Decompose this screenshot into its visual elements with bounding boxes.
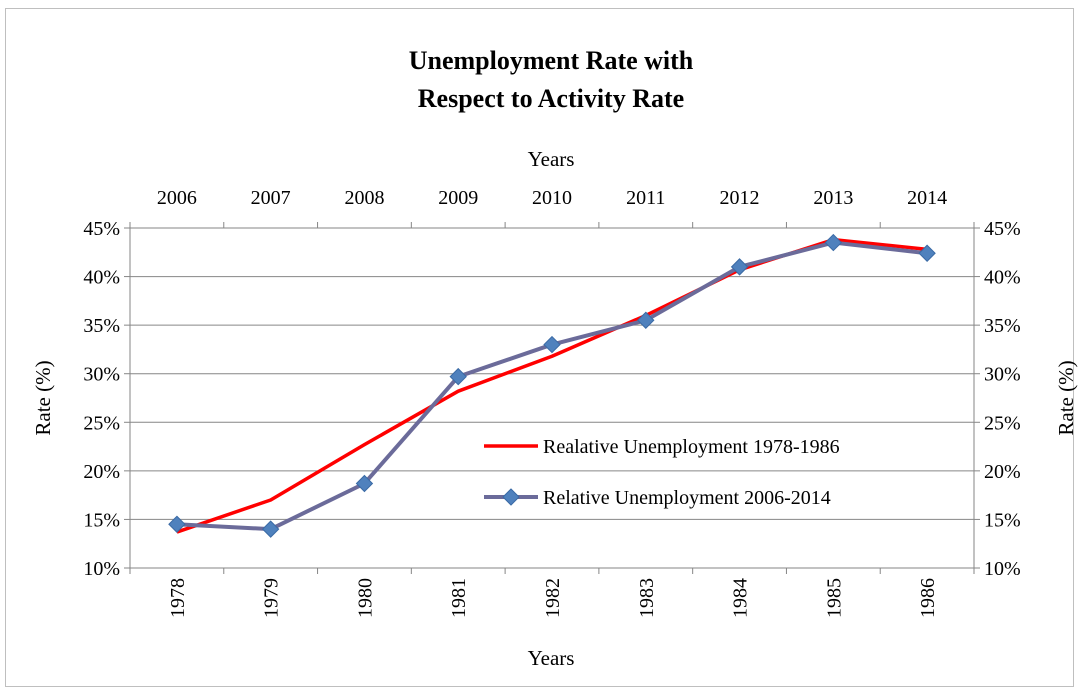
- top-x-tick-label: 2009: [438, 187, 478, 209]
- bottom-x-tick-label: 1979: [261, 578, 283, 618]
- legend-label-1: Realative Unemployment 1978-1986: [543, 436, 840, 458]
- bottom-x-tick-label: 1982: [542, 578, 564, 618]
- right-y-tick-label: 15%: [984, 509, 1021, 531]
- right-y-tick-label: 25%: [984, 412, 1021, 434]
- left-y-tick-label: 25%: [83, 412, 120, 434]
- right-y-tick-label: 20%: [984, 461, 1021, 483]
- left-y-tick-label: 40%: [83, 267, 120, 289]
- chart-title: Unemployment Rate with Respect to Activi…: [409, 46, 694, 113]
- right-y-tick-label: 30%: [984, 364, 1021, 386]
- tick-labels: 10% 10% 15% 15% 20% 20% 25% 25% 30% 30% 35% 35% 40% 4…: [83, 187, 1020, 618]
- top-x-tick-label: 2013: [813, 187, 853, 209]
- series: [168, 233, 936, 538]
- bottom-x-axis-title: Years: [528, 646, 575, 670]
- series-2-point: [918, 244, 936, 262]
- series-2-point: [637, 311, 655, 329]
- bottom-x-tick-label: 1984: [730, 578, 752, 618]
- series-2-point: [168, 515, 186, 533]
- left-y-tick-label: 35%: [83, 315, 120, 337]
- right-y-tick-label: 35%: [984, 315, 1021, 337]
- left-y-axis-title: Rate (%): [31, 360, 55, 435]
- series-2-point: [355, 474, 374, 493]
- right-y-tick-label: 40%: [984, 267, 1021, 289]
- top-x-tick-label: 2007: [251, 187, 291, 209]
- right-y-axis-title: Rate (%): [1054, 360, 1078, 435]
- top-x-tick-label: 2010: [532, 187, 572, 209]
- left-y-tick-label: 10%: [83, 558, 120, 580]
- left-y-tick-label: 30%: [83, 364, 120, 386]
- series-2-point: [449, 367, 467, 386]
- left-y-tick-label: 20%: [83, 461, 120, 483]
- bottom-x-tick-label: 1985: [823, 578, 845, 618]
- left-y-tick-label: 15%: [83, 509, 120, 531]
- top-x-tick-label: 2006: [157, 187, 197, 209]
- top-x-tick-label: 2011: [626, 187, 665, 209]
- chart-title-line-2: Respect to Activity Rate: [418, 84, 684, 113]
- right-y-tick-label: 45%: [984, 218, 1021, 240]
- series-2-point: [730, 258, 749, 276]
- top-x-axis-title: Years: [528, 147, 575, 171]
- chart-title-line-1: Unemployment Rate with: [409, 46, 694, 75]
- legend-label-2: Relative Unemployment 2006-2014: [543, 487, 831, 509]
- bottom-x-tick-label: 1986: [917, 578, 939, 618]
- axes: [124, 222, 980, 574]
- left-y-tick-label: 45%: [83, 218, 120, 240]
- grid-lines: [130, 227, 974, 569]
- legend: Realative Unemployment 1978-1986 Relative…: [484, 436, 840, 509]
- top-x-tick-label: 2008: [344, 187, 384, 209]
- bottom-x-tick-label: 1978: [167, 578, 189, 618]
- series-2-point: [543, 335, 561, 354]
- bottom-x-tick-label: 1983: [636, 578, 658, 618]
- top-x-tick-label: 2012: [720, 187, 760, 209]
- legend-marker-2: [502, 488, 520, 506]
- right-y-tick-label: 10%: [984, 558, 1021, 580]
- bottom-x-tick-label: 1981: [448, 578, 470, 618]
- series-2-point: [261, 520, 280, 538]
- series-2-point: [824, 233, 843, 252]
- top-x-tick-label: 2014: [907, 187, 947, 209]
- bottom-x-tick-label: 1980: [354, 578, 376, 618]
